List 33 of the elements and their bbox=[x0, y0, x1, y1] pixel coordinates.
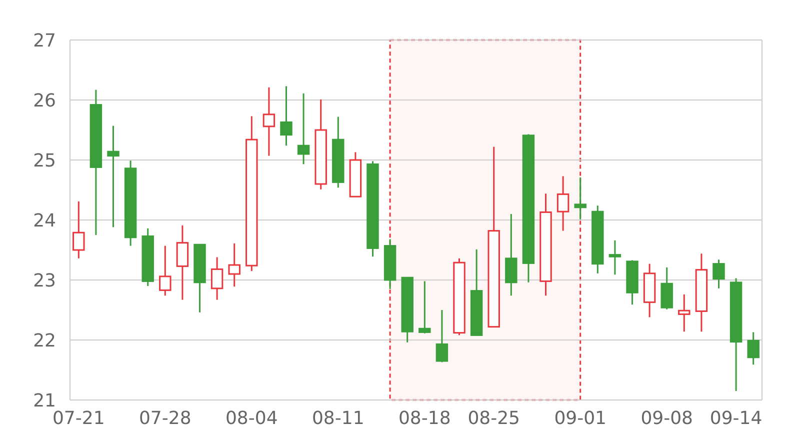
x-tick-label: 08-04 bbox=[225, 408, 278, 429]
x-tick-label: 09-08 bbox=[640, 408, 694, 429]
candlestick bbox=[505, 213, 518, 296]
candlestick bbox=[574, 176, 586, 220]
candlestick bbox=[72, 200, 85, 260]
y-tick-label: 26 bbox=[33, 90, 56, 112]
candlestick bbox=[228, 242, 240, 288]
y-tick-label: 24 bbox=[33, 210, 56, 232]
x-tick-label: 07-28 bbox=[138, 408, 192, 429]
candlestick bbox=[107, 125, 120, 228]
candlestick bbox=[210, 256, 224, 301]
y-tick-label: 27 bbox=[33, 30, 56, 52]
candlestick bbox=[176, 224, 189, 301]
candlestick bbox=[747, 331, 760, 366]
x-tick-label: 09-14 bbox=[710, 408, 762, 429]
candlestick bbox=[556, 175, 570, 232]
candlestick bbox=[297, 92, 310, 165]
candlestick bbox=[695, 252, 708, 332]
candlestick bbox=[592, 204, 604, 274]
candlestick bbox=[540, 192, 552, 296]
candlestick bbox=[90, 89, 102, 236]
x-tick-label: 08-25 bbox=[468, 408, 520, 429]
x-tick-label: 09-01 bbox=[554, 408, 607, 429]
candlestick bbox=[608, 240, 622, 276]
y-tick-label: 25 bbox=[33, 150, 56, 172]
candlestick bbox=[280, 85, 292, 146]
candlestick bbox=[678, 294, 690, 332]
candlestick bbox=[262, 86, 276, 157]
x-tick-label: 08-18 bbox=[398, 408, 451, 429]
candlestick bbox=[643, 263, 656, 318]
y-tick-label: 22 bbox=[33, 330, 56, 352]
y-tick-label: 23 bbox=[33, 270, 56, 292]
x-tick-label: 08-11 bbox=[312, 408, 364, 429]
